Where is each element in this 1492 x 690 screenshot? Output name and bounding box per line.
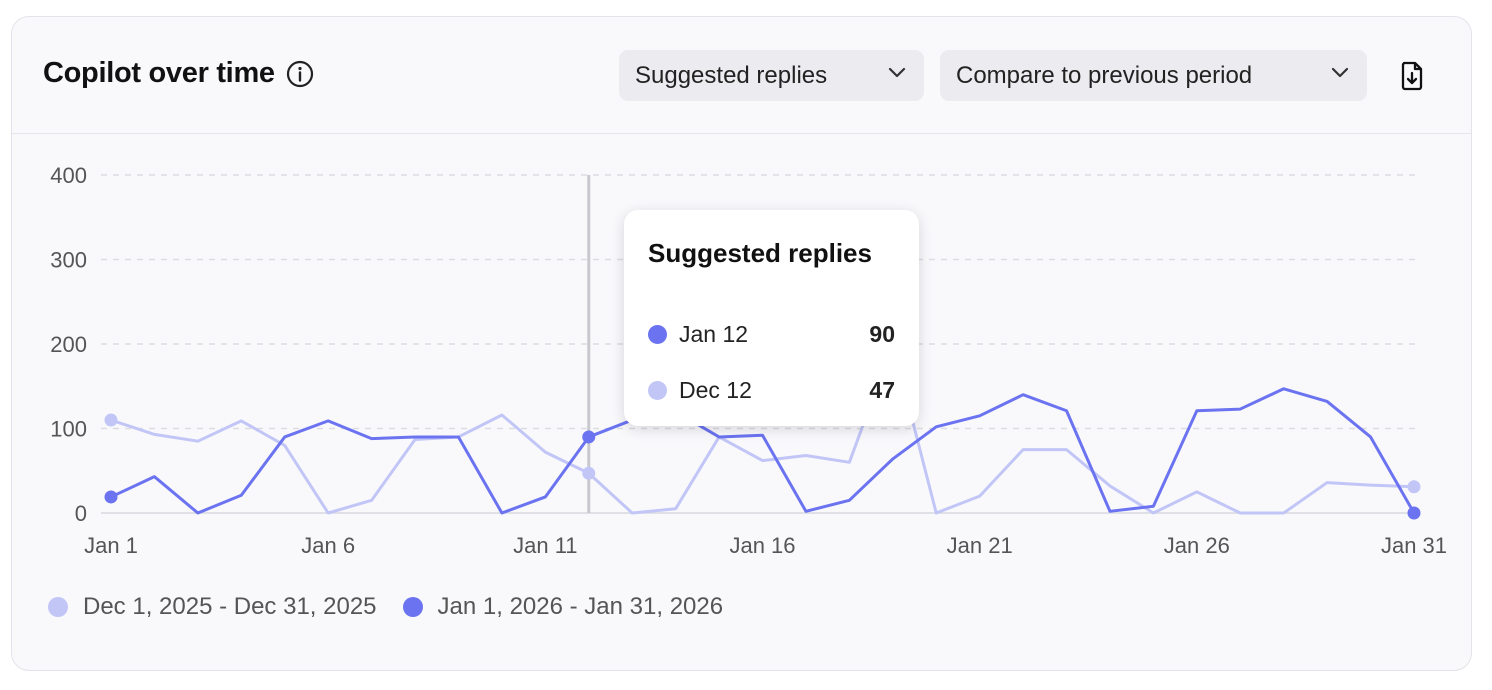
legend-item-previous[interactable]: Dec 1, 2025 - Dec 31, 2025 xyxy=(48,593,377,621)
x-tick-label: Jan 21 xyxy=(947,533,1013,558)
series-point-current xyxy=(1407,506,1421,520)
tooltip-title: Suggested replies xyxy=(648,238,872,268)
legend-dot xyxy=(402,597,423,617)
series-point-previous xyxy=(582,466,596,480)
line-chart: 0 100 200 300 400 Jan 1 Jan 6 Jan 11 Jan 16 Jan 2… xyxy=(50,163,1447,558)
tooltip-dot-current xyxy=(648,324,667,344)
y-tick-label: 100 xyxy=(50,417,87,442)
info-icon[interactable] xyxy=(285,59,315,89)
y-tick-label: 300 xyxy=(50,248,87,273)
tooltip-row-label: Dec 12 xyxy=(679,376,752,403)
chevron-down-icon xyxy=(1329,61,1351,90)
chevron-down-icon xyxy=(886,61,908,90)
y-tick-label: 200 xyxy=(50,332,87,357)
tooltip-row-value: 47 xyxy=(869,376,895,403)
compare-dropdown-label: Compare to previous period xyxy=(956,61,1253,89)
legend-dot xyxy=(48,597,68,617)
series-line-current xyxy=(109,387,1416,515)
compare-dropdown[interactable]: Compare to previous period xyxy=(940,50,1367,101)
tooltip-dot-previous xyxy=(648,380,667,400)
card-title: Copilot over time xyxy=(43,57,275,89)
x-tick-label: Jan 1 xyxy=(84,533,138,558)
series-point-current xyxy=(104,490,118,504)
tooltip-row: Dec 12 47 xyxy=(648,362,895,418)
series-point-previous xyxy=(104,413,118,427)
series-line-previous xyxy=(109,342,1416,515)
title-wrap: Copilot over time xyxy=(43,57,315,90)
y-tick-label: 400 xyxy=(50,163,87,188)
series-point-current xyxy=(582,430,596,444)
x-tick-label: Jan 11 xyxy=(513,533,577,558)
y-tick-label: 0 xyxy=(75,501,87,526)
series-point-previous xyxy=(1407,480,1421,494)
legend-item-current[interactable]: Jan 1, 2026 - Jan 31, 2026 xyxy=(402,593,724,621)
x-tick-label: Jan 16 xyxy=(729,533,795,558)
legend-label: Dec 1, 2025 - Dec 31, 2025 xyxy=(83,593,377,620)
chart-legend: Dec 1, 2025 - Dec 31, 2025 Jan 1, 2026 -… xyxy=(48,593,749,621)
metric-dropdown-label: Suggested replies xyxy=(635,61,828,89)
legend-label: Jan 1, 2026 - Jan 31, 2026 xyxy=(437,593,724,620)
tooltip-row-value: 90 xyxy=(869,320,895,347)
download-icon[interactable] xyxy=(1395,59,1429,93)
chart-tooltip: Suggested replies Jan 12 90 Dec 12 47 xyxy=(624,210,919,426)
tooltip-row: Jan 12 90 xyxy=(648,306,895,362)
tooltip-row-label: Jan 12 xyxy=(679,320,749,347)
metric-dropdown[interactable]: Suggested replies xyxy=(619,50,924,101)
x-tick-label: Jan 6 xyxy=(301,533,355,558)
copilot-over-time-card: Copilot over time Suggested replies Comp… xyxy=(11,16,1472,671)
x-tick-label: Jan 31 xyxy=(1381,533,1447,558)
x-tick-label: Jan 26 xyxy=(1164,533,1230,558)
card-header: Copilot over time Suggested replies Comp… xyxy=(12,17,1471,134)
